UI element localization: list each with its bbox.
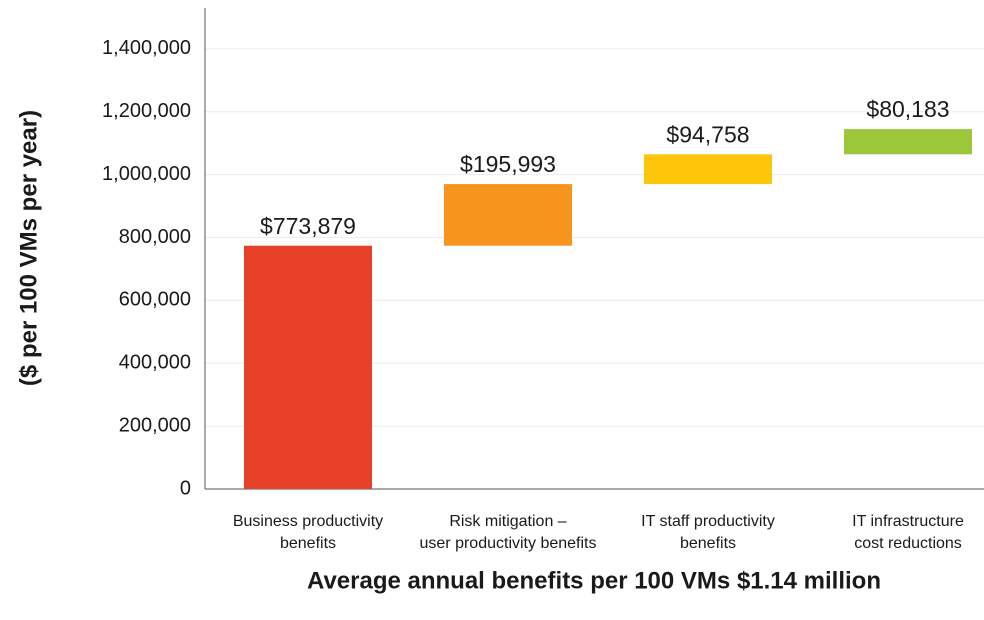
x-tick-label: benefits bbox=[280, 535, 336, 552]
x-tick-label: user productivity benefits bbox=[420, 535, 597, 552]
x-tick-label: Risk mitigation – bbox=[449, 513, 566, 530]
y-tick-label: 400,000 bbox=[119, 352, 191, 374]
bar bbox=[444, 184, 572, 246]
value-label: $94,758 bbox=[666, 121, 749, 147]
y-tick-label: 600,000 bbox=[119, 289, 191, 311]
y-tick-label: 200,000 bbox=[119, 414, 191, 436]
y-tick-label: 1,200,000 bbox=[102, 100, 191, 122]
y-axis-label: ($ per 100 VMs per year) bbox=[15, 110, 42, 386]
y-tick-label: 800,000 bbox=[119, 226, 191, 248]
value-label: $195,993 bbox=[460, 151, 556, 177]
bar bbox=[244, 245, 372, 489]
x-tick-label: cost reductions bbox=[854, 535, 962, 552]
y-tick-label: 1,000,000 bbox=[102, 163, 191, 185]
x-tick-label: IT staff productivity bbox=[641, 513, 775, 530]
value-label: $773,879 bbox=[260, 213, 356, 239]
x-tick-label: IT infrastructure bbox=[852, 513, 964, 530]
y-tick-label: 1,400,000 bbox=[102, 37, 191, 59]
x-tick-label: Business productivity bbox=[233, 513, 383, 530]
value-label: $80,183 bbox=[866, 96, 949, 122]
x-axis-label: Average annual benefits per 100 VMs $1.1… bbox=[307, 567, 881, 594]
bar bbox=[644, 154, 772, 185]
bar bbox=[844, 129, 972, 155]
x-tick-label: benefits bbox=[680, 535, 736, 552]
y-tick-label: 0 bbox=[180, 477, 191, 499]
